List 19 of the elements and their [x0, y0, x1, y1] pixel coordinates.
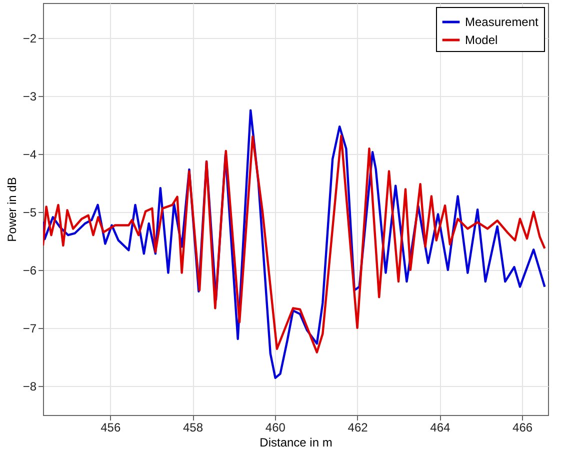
y-tick-label: −5: [22, 205, 37, 220]
y-tick-label: −2: [22, 31, 37, 46]
x-axis-title: Distance in m: [260, 436, 332, 450]
legend-label: Measurement: [465, 15, 540, 29]
y-tick-label: −8: [22, 379, 37, 394]
x-tick-label: 466: [512, 420, 533, 434]
line-series: [43, 109, 546, 379]
y-axis-title: Power in dB: [4, 177, 19, 242]
line-series: [43, 134, 546, 354]
x-tick-label: 460: [265, 420, 286, 434]
x-tick-label: 458: [183, 420, 204, 434]
y-tick-label: −4: [22, 147, 37, 162]
y-tick-label: −3: [22, 89, 37, 104]
y-tick-label: −7: [22, 321, 37, 336]
y-tick-label: −6: [22, 263, 37, 278]
x-tick-label: 456: [100, 420, 121, 434]
x-tick-label: 464: [430, 420, 450, 434]
legend-label: Model: [465, 33, 498, 47]
x-tick-label: 462: [348, 420, 368, 434]
